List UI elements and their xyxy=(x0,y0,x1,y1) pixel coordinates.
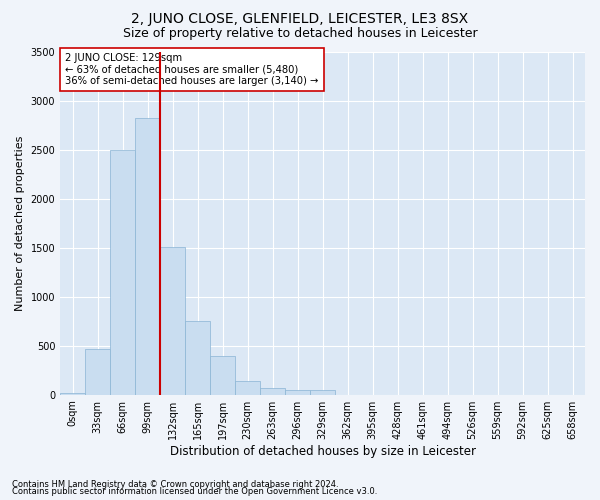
Bar xyxy=(85,348,110,395)
Bar xyxy=(160,246,185,394)
Text: Size of property relative to detached houses in Leicester: Size of property relative to detached ho… xyxy=(122,28,478,40)
Bar xyxy=(310,390,335,394)
X-axis label: Distribution of detached houses by size in Leicester: Distribution of detached houses by size … xyxy=(170,444,476,458)
Bar xyxy=(285,390,310,394)
Bar xyxy=(260,388,285,394)
Bar xyxy=(135,118,160,394)
Text: Contains HM Land Registry data © Crown copyright and database right 2024.: Contains HM Land Registry data © Crown c… xyxy=(12,480,338,489)
Bar xyxy=(185,321,210,394)
Bar xyxy=(210,356,235,395)
Text: 2, JUNO CLOSE, GLENFIELD, LEICESTER, LE3 8SX: 2, JUNO CLOSE, GLENFIELD, LEICESTER, LE3… xyxy=(131,12,469,26)
Text: 2 JUNO CLOSE: 129sqm
← 63% of detached houses are smaller (5,480)
36% of semi-de: 2 JUNO CLOSE: 129sqm ← 63% of detached h… xyxy=(65,53,319,86)
Bar xyxy=(235,381,260,394)
Text: Contains public sector information licensed under the Open Government Licence v3: Contains public sector information licen… xyxy=(12,487,377,496)
Bar xyxy=(110,150,135,394)
Y-axis label: Number of detached properties: Number of detached properties xyxy=(15,136,25,311)
Bar xyxy=(60,392,85,394)
